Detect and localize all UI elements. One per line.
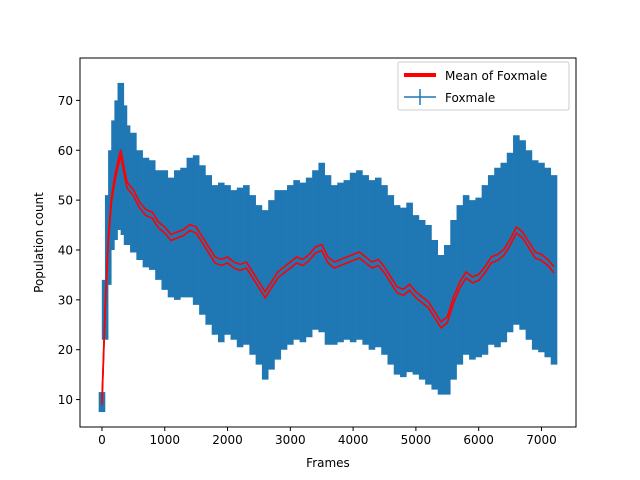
legend-mean-label: Mean of Foxmale: [445, 69, 547, 83]
y-tick-label: 40: [58, 243, 73, 257]
x-tick-label: 3000: [275, 433, 306, 447]
x-tick-label: 7000: [526, 433, 557, 447]
axes-frame: [79, 57, 577, 428]
legend: Mean of Foxmale Foxmale: [397, 61, 570, 111]
x-tick-label: 6000: [463, 433, 494, 447]
x-tick-label: 2000: [212, 433, 243, 447]
x-tick-label: 5000: [401, 433, 432, 447]
mean-foxmale-line: [101, 149, 555, 400]
y-tick-label: 30: [58, 293, 73, 307]
y-tick-label: 10: [58, 393, 73, 407]
y-tick-label: 70: [58, 94, 73, 108]
y-tick-label: 20: [58, 343, 73, 357]
foxmale-line: [101, 152, 555, 403]
legend-foxmale-label: Foxmale: [445, 91, 495, 105]
x-axis-ticks: 0 1000 2000 3000 4000 5000 6000 7000: [98, 427, 557, 447]
legend-box: [397, 61, 570, 111]
x-tick-label: 1000: [149, 433, 180, 447]
x-tick-label: 0: [98, 433, 106, 447]
x-tick-label: 4000: [338, 433, 369, 447]
y-tick-label: 60: [58, 144, 73, 158]
y-axis-ticks: 10 20 30 40 50 60 70: [58, 94, 80, 407]
mean-foxmale-line-lower: [101, 155, 555, 406]
plot-marks: [98, 82, 558, 413]
y-axis-label: Population count: [32, 192, 46, 293]
x-axis-label: Frames: [306, 456, 350, 470]
y-tick-label: 50: [58, 194, 73, 208]
